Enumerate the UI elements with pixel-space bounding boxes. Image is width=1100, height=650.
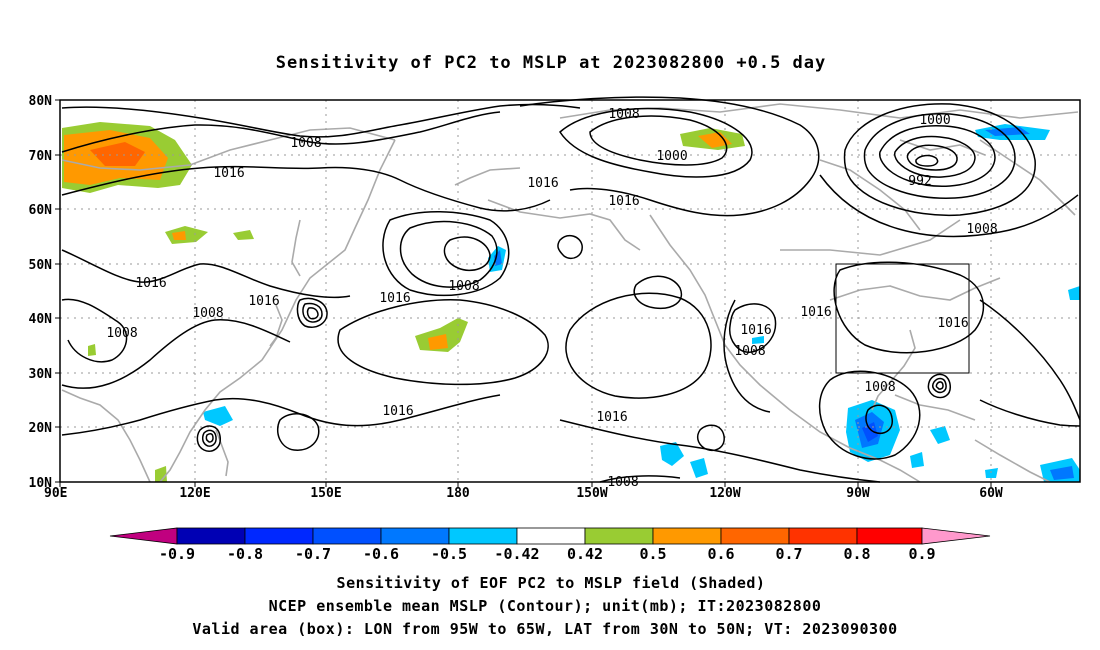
colorbar-label: 0.7 — [775, 545, 802, 563]
lat-tick-label: 30N — [29, 367, 53, 382]
contour-label: 1016 — [937, 316, 968, 331]
colorbar-label: 0.8 — [843, 545, 870, 563]
colorbar-upper-extension — [921, 527, 991, 545]
contour-label: 1008 — [608, 107, 639, 122]
lat-tick-label: 50N — [29, 258, 53, 273]
lat-tick-label: 40N — [29, 312, 53, 327]
lon-tick-label: 120W — [709, 486, 740, 501]
figure-title: Sensitivity of PC2 to MSLP at 2023082800… — [276, 53, 827, 73]
lon-tick-label: 150E — [310, 486, 341, 501]
colorbar: -0.9 -0.8 -0.7 -0.6 -0.5 -0.42 0.42 0.5 … — [109, 527, 991, 563]
lon-tick-label: 120E — [179, 486, 210, 501]
contour-label: 1016 — [596, 410, 627, 425]
lat-tick-label: 80N — [29, 94, 53, 109]
colorbar-segment — [244, 527, 314, 545]
map-background — [60, 100, 1080, 482]
lon-tick-label: 180 — [446, 486, 470, 501]
contour-label: 1016 — [379, 291, 410, 306]
colorbar-segment — [176, 527, 246, 545]
colorbar-label: -0.42 — [494, 545, 539, 563]
contour-label: 1000 — [656, 149, 687, 164]
contour-label: 1016 — [248, 294, 279, 309]
contour-label: 1008 — [192, 306, 223, 321]
lat-tick-label: 60N — [29, 203, 53, 218]
lon-tick-label: 90E — [44, 486, 67, 501]
colorbar-segment — [856, 527, 923, 545]
caption-line-3: Valid area (box): LON from 95W to 65W, L… — [192, 620, 897, 638]
contour-label: 1008 — [966, 222, 997, 237]
colorbar-segment — [788, 527, 858, 545]
colorbar-label: 0.9 — [908, 545, 935, 563]
colorbar-label: 0.42 — [567, 545, 603, 563]
contour-label: 1008 — [734, 344, 765, 359]
lat-tick-label: 70N — [29, 149, 53, 164]
contour-label: 1016 — [382, 404, 413, 419]
colorbar-label: 0.5 — [639, 545, 666, 563]
graticule — [60, 100, 1080, 482]
colorbar-segment — [448, 527, 518, 545]
coastlines — [61, 103, 1079, 483]
colorbar-segment — [380, 527, 450, 545]
lat-tick-label: 20N — [29, 421, 53, 436]
map-panel: 1008 1016 1000 992 1008 1016 1008 1016 1… — [29, 94, 1081, 501]
colorbar-label: -0.9 — [159, 545, 195, 563]
colorbar-segment — [720, 527, 790, 545]
axis-ticks — [55, 99, 992, 487]
colorbar-label: 0.6 — [707, 545, 734, 563]
contour-label: 1016 — [740, 323, 771, 338]
valid-area-box — [835, 263, 970, 374]
caption-line-2: NCEP ensemble mean MSLP (Contour); unit(… — [269, 597, 822, 615]
colorbar-label: -0.5 — [431, 545, 467, 563]
colorbar-segment — [516, 527, 586, 545]
map-frame — [59, 99, 1081, 483]
lon-tick-label: 60W — [979, 486, 1003, 501]
colorbar-label: -0.8 — [227, 545, 263, 563]
contour-label: 1016 — [608, 194, 639, 209]
longitude-labels: 90E 120E 150E 180 150W 120W 90W 60W — [44, 486, 1003, 501]
contour-label: 1008 — [290, 136, 321, 151]
colorbar-segment — [584, 527, 654, 545]
contour-label: 1016 — [527, 176, 558, 191]
colorbar-label: -0.6 — [363, 545, 399, 563]
colorbar-lower-extension — [109, 527, 178, 545]
lon-tick-label: 90W — [846, 486, 870, 501]
colorbar-segment — [652, 527, 722, 545]
colorbar-segment — [312, 527, 382, 545]
caption-line-1: Sensitivity of EOF PC2 to MSLP field (Sh… — [337, 574, 766, 592]
contour-label: 1008 — [106, 326, 137, 341]
contour-label: 1016 — [213, 166, 244, 181]
mslp-contours — [61, 96, 1081, 483]
contour-label: 1016 — [135, 276, 166, 291]
contour-label: 1008 — [448, 279, 479, 294]
lat-tick-label: 10N — [29, 476, 53, 491]
contour-label: 1016 — [800, 305, 831, 320]
latitude-labels: 80N 70N 60N 50N 40N 30N 20N 10N — [29, 94, 53, 491]
lon-tick-label: 150W — [576, 486, 607, 501]
contour-label: 1000 — [919, 113, 950, 128]
contour-label: 1008 — [864, 380, 895, 395]
contour-label: 992 — [908, 174, 931, 189]
colorbar-label: -0.7 — [295, 545, 331, 563]
